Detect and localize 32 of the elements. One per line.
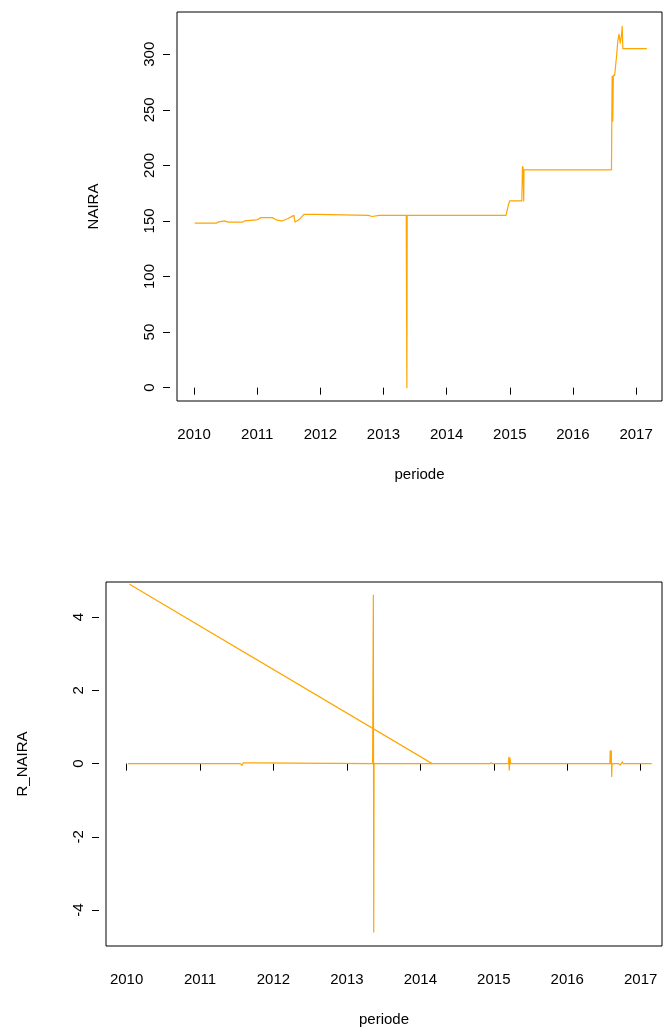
x-tick-label: 2017 — [624, 970, 658, 987]
x-tick-label: 2014 — [403, 970, 438, 987]
y-tick-label: 200 — [140, 152, 157, 178]
y-tick-label: 250 — [140, 97, 157, 123]
y-tick-label: -4 — [69, 903, 86, 917]
y-tick-label: 50 — [140, 323, 157, 341]
y-tick-label: 300 — [140, 41, 157, 67]
x-tick-label: 2012 — [256, 970, 291, 987]
x-tick-label: 2010 — [109, 970, 144, 987]
x-tick-label: 2017 — [619, 425, 653, 442]
x-tick-label: 2016 — [556, 425, 590, 442]
x-tick-label: 2010 — [177, 425, 211, 442]
x-tick-label: 2012 — [303, 425, 338, 442]
x-tick-label: 2013 — [330, 970, 364, 987]
y-tick-label: 0 — [140, 383, 157, 392]
x-tick-label: 2014 — [429, 425, 464, 442]
x-tick-label: 2011 — [183, 970, 217, 987]
x-tick-label: 2013 — [366, 425, 401, 442]
x-tick-label: 2011 — [241, 425, 274, 442]
y-tick-label: 150 — [140, 208, 157, 234]
y-tick-label: 2 — [69, 686, 86, 695]
x-tick-label: 2015 — [493, 425, 527, 442]
x-axis-title: periode — [394, 465, 445, 482]
y-axis-title: NAIRA — [84, 183, 101, 230]
y-tick-label: 4 — [69, 612, 86, 622]
y-tick-label: 100 — [140, 264, 157, 290]
x-axis-title: periode — [358, 1010, 410, 1027]
x-tick-label: 2016 — [550, 970, 584, 987]
y-tick-label: -2 — [69, 830, 86, 844]
y-tick-label: 0 — [69, 759, 86, 768]
y-axis-title: R_NAIRA — [13, 731, 30, 797]
x-tick-label: 2015 — [477, 970, 511, 987]
